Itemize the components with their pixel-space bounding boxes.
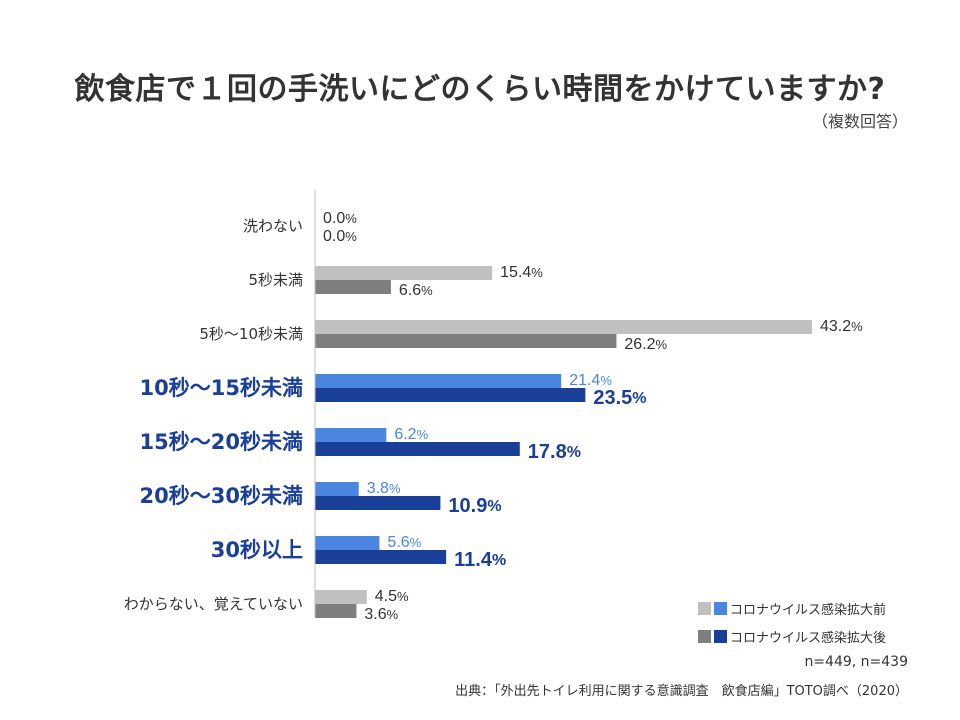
legend: コロナウイルス感染拡大前 コロナウイルス感染拡大後 <box>698 594 886 650</box>
bar-after-4 <box>315 442 520 456</box>
bar-after-7 <box>315 604 357 618</box>
value-label-before-1: 15.4% <box>500 264 543 281</box>
category-label-0: 洗わない <box>243 217 303 235</box>
value-label-before-5: 3.8% <box>367 480 401 497</box>
bar-before-4 <box>315 428 387 442</box>
value-label-after-3: 23.5% <box>593 387 646 409</box>
value-label-after-2: 26.2% <box>624 336 667 353</box>
bar-before-6 <box>315 536 380 550</box>
legend-item-before: コロナウイルス感染拡大前 <box>698 594 886 622</box>
category-label-6: 30秒以上 <box>211 538 303 562</box>
bar-before-7 <box>315 590 367 604</box>
legend-swatch-before-gray <box>698 601 711 615</box>
category-label-4: 15秒～20秒未満 <box>140 430 303 454</box>
sample-size: n=449, n=439 <box>804 654 908 670</box>
bar-after-1 <box>315 280 391 294</box>
value-label-after-0: 0.0% <box>323 228 357 245</box>
bar-before-5 <box>315 482 359 496</box>
value-label-before-3: 21.4% <box>569 372 612 389</box>
bar-before-1 <box>315 266 493 280</box>
legend-swatch-before-blue <box>714 601 727 615</box>
value-label-after-1: 6.6% <box>399 282 433 299</box>
bar-after-3 <box>315 388 586 402</box>
legend-label-before: コロナウイルス感染拡大前 <box>730 602 887 618</box>
category-label-2: 5秒～10秒未満 <box>199 325 303 343</box>
bar-after-6 <box>315 550 447 564</box>
bar-after-5 <box>315 496 441 510</box>
category-label-3: 10秒～15秒未満 <box>140 376 303 400</box>
value-label-before-6: 5.6% <box>387 534 421 551</box>
category-label-7: わからない、覚えていない <box>124 595 303 613</box>
bar-before-2 <box>315 320 812 334</box>
category-label-1: 5秒未満 <box>248 271 303 289</box>
legend-item-after: コロナウイルス感染拡大後 <box>698 622 886 650</box>
bar-after-2 <box>315 334 617 348</box>
legend-swatch-after-blue <box>714 629 727 643</box>
multiple-answer-note: （複数回答） <box>811 112 908 131</box>
source-citation: 出典：「外出先トイレ利用に関する意識調査 飲食店編」TOTO調べ（2020） <box>455 684 908 699</box>
legend-label-after: コロナウイルス感染拡大後 <box>730 630 887 646</box>
value-label-after-5: 10.9% <box>448 495 501 517</box>
value-label-after-4: 17.8% <box>528 441 581 463</box>
value-label-before-4: 6.2% <box>394 426 428 443</box>
value-label-before-7: 4.5% <box>375 588 409 605</box>
chart-title: 飲食店で１回の手洗いにどのくらい時間をかけていますか? <box>74 72 886 107</box>
value-label-after-6: 11.4% <box>454 549 506 571</box>
value-label-before-2: 43.2% <box>820 318 863 335</box>
legend-swatch-after-gray <box>698 629 711 643</box>
category-label-5: 20秒～30秒未満 <box>140 484 303 508</box>
bar-before-3 <box>315 374 562 388</box>
value-label-after-7: 3.6% <box>364 606 398 623</box>
value-label-before-0: 0.0% <box>323 210 357 227</box>
